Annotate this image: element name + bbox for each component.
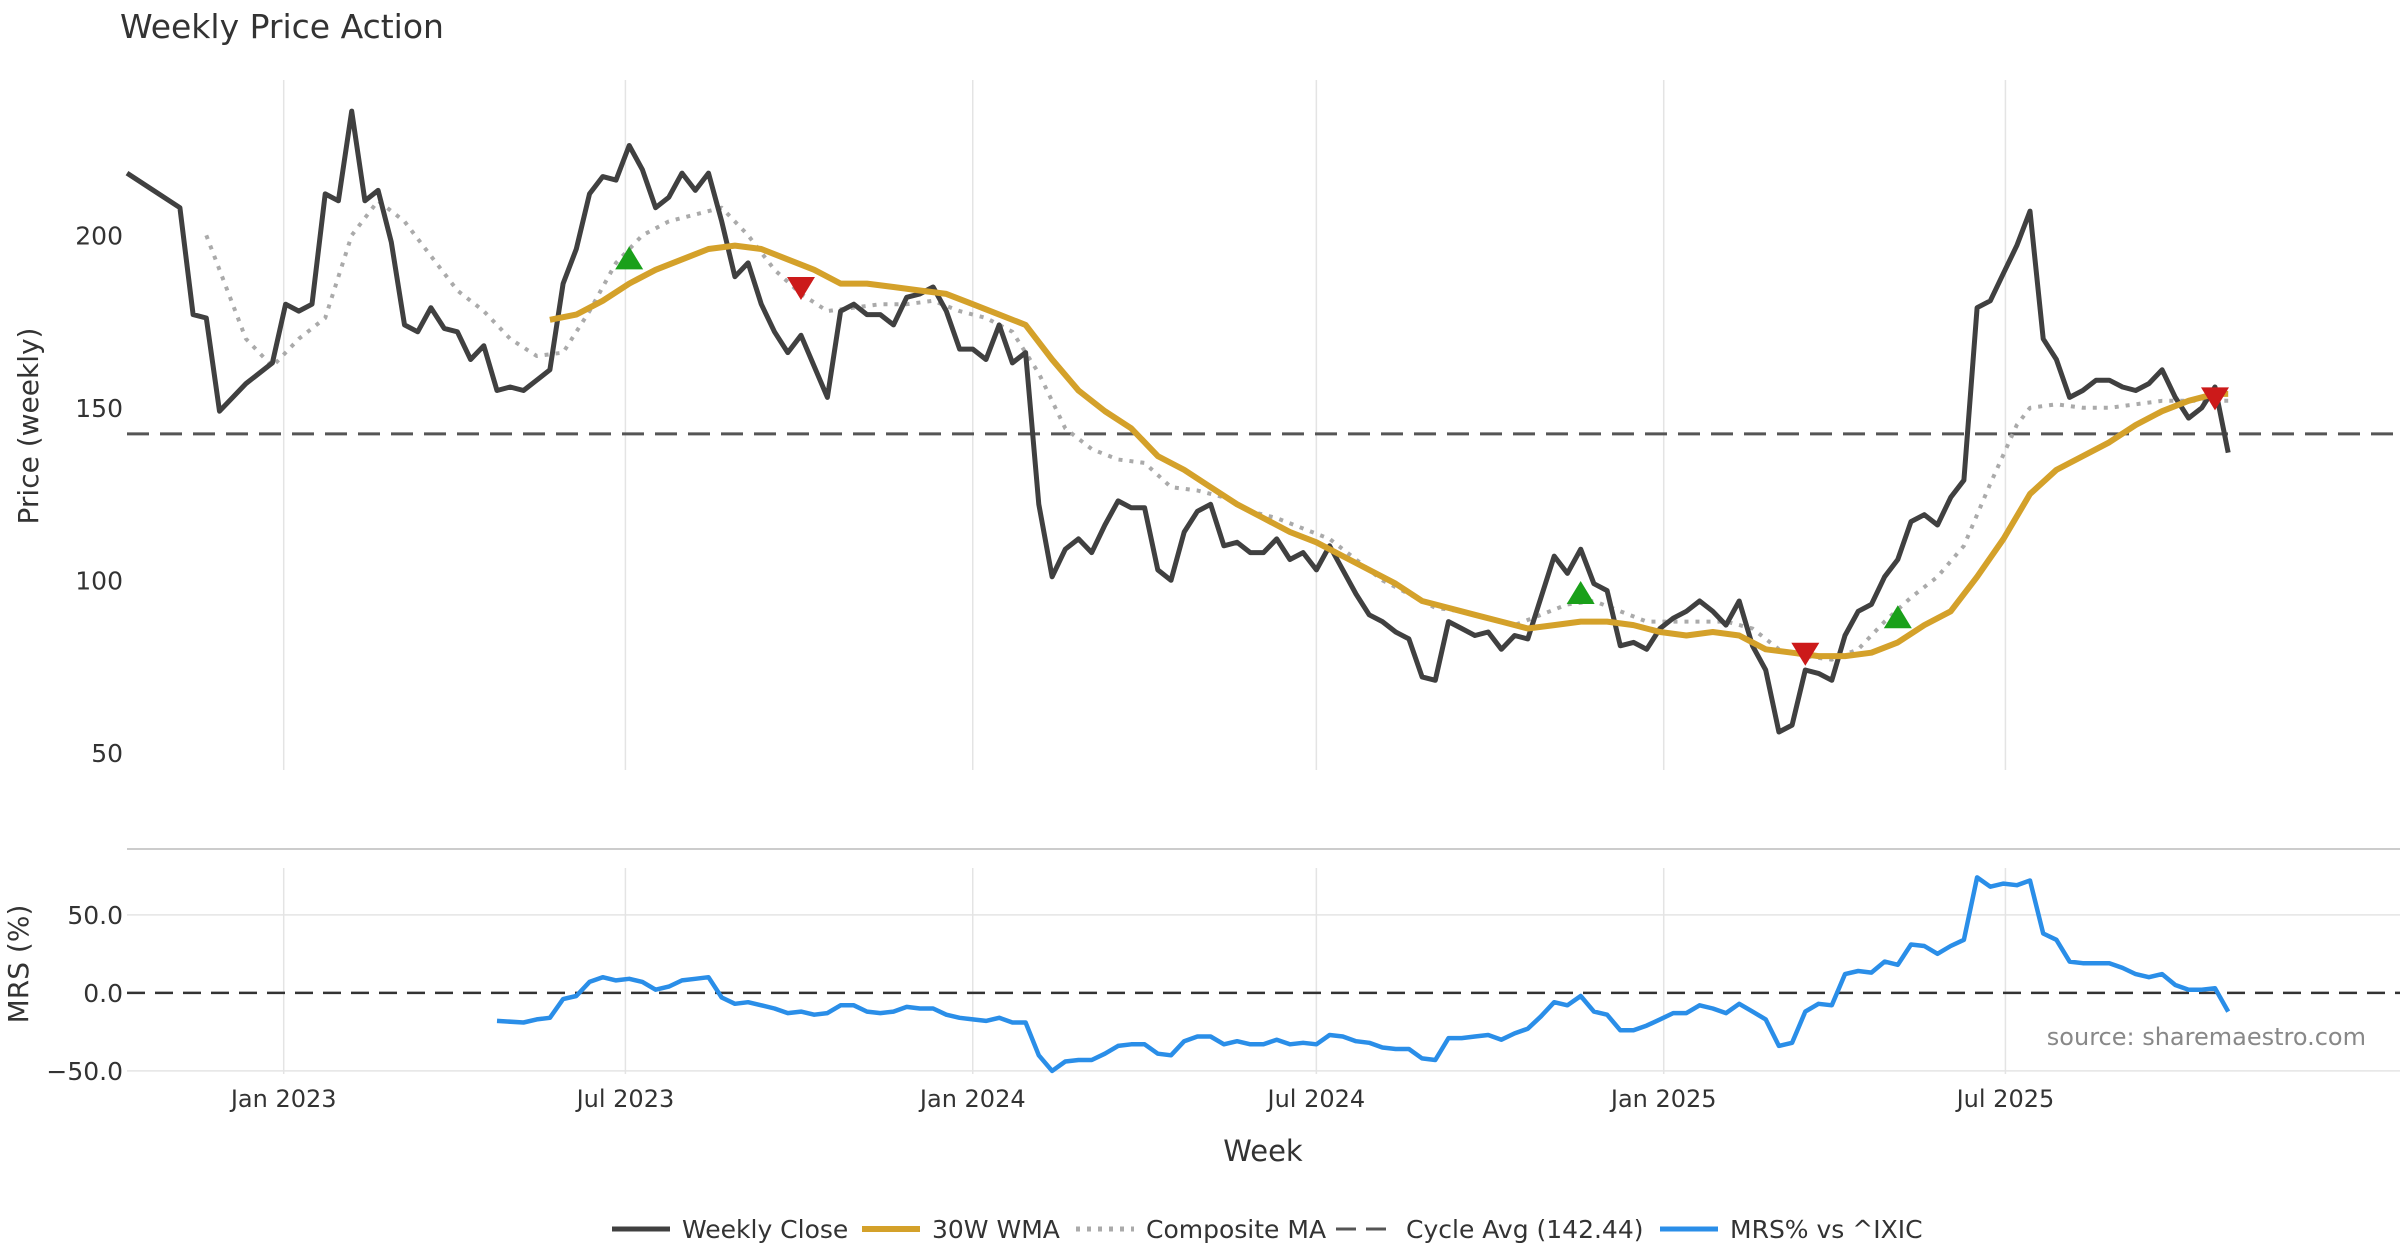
x-tick-label: Jul 2024 [1266,1085,1366,1113]
legend-label-close: Weekly Close [682,1215,848,1244]
price-y-tick-label: 50 [91,739,123,768]
buy-signal-marker [615,246,644,270]
x-tick-label: Jul 2023 [575,1085,675,1113]
price-y-tick-label: 150 [75,394,123,423]
price-y-ticks: 50 100 150 200 [75,221,123,768]
x-ticks: Jan 2023 Jul 2023 Jan 2024 Jul 2024 Jan 2025… [229,1085,2054,1113]
price-gridlines [282,80,2007,770]
buy-signal-marker [1883,605,1912,629]
x-tick-label: Jan 2023 [229,1085,337,1113]
legend-label-mrs: MRS% vs ^IXIC [1730,1215,1923,1244]
sell-signal-marker [2200,387,2229,411]
chart-title: Weekly Price Action [120,7,444,46]
composite-ma-line [204,198,2229,662]
weekly-close-line [125,108,2231,735]
wma-30w-line [549,242,2229,660]
legend: Weekly Close 30W WMA Composite MA Cycle Avg… [612,1215,1923,1244]
legend-label-cycle: Cycle Avg (142.44) [1406,1215,1644,1244]
mrs-y-ticks: 50.0 0.0 −50.0 [46,901,123,1086]
price-y-tick-label: 100 [75,566,123,595]
mrs-y-tick-label: 50.0 [67,901,123,930]
sell-signal-marker [1791,642,1820,666]
x-tick-label: Jul 2025 [1955,1085,2055,1113]
mrs-y-tick-label: −50.0 [46,1057,123,1086]
price-y-tick-label: 200 [75,221,123,250]
buy-signal-marker [1566,581,1595,605]
mrs-y-tick-label: 0.0 [83,979,123,1008]
mrs-line [496,875,2231,1074]
sell-signal-marker [786,277,815,300]
price-y-axis-label: Price (weekly) [12,328,45,525]
legend-label-cma: Composite MA [1146,1215,1326,1244]
x-tick-label: Jan 2025 [1609,1085,1717,1113]
mrs-y-axis-label: MRS (%) [2,905,35,1024]
mrs-gridlines [127,868,2400,1074]
source-annotation: source: sharemaestro.com [2047,1023,2366,1051]
x-tick-label: Jan 2024 [918,1085,1026,1113]
legend-label-wma: 30W WMA [932,1215,1060,1244]
x-axis-label: Week [1223,1134,1303,1168]
signal-markers [615,246,2229,666]
